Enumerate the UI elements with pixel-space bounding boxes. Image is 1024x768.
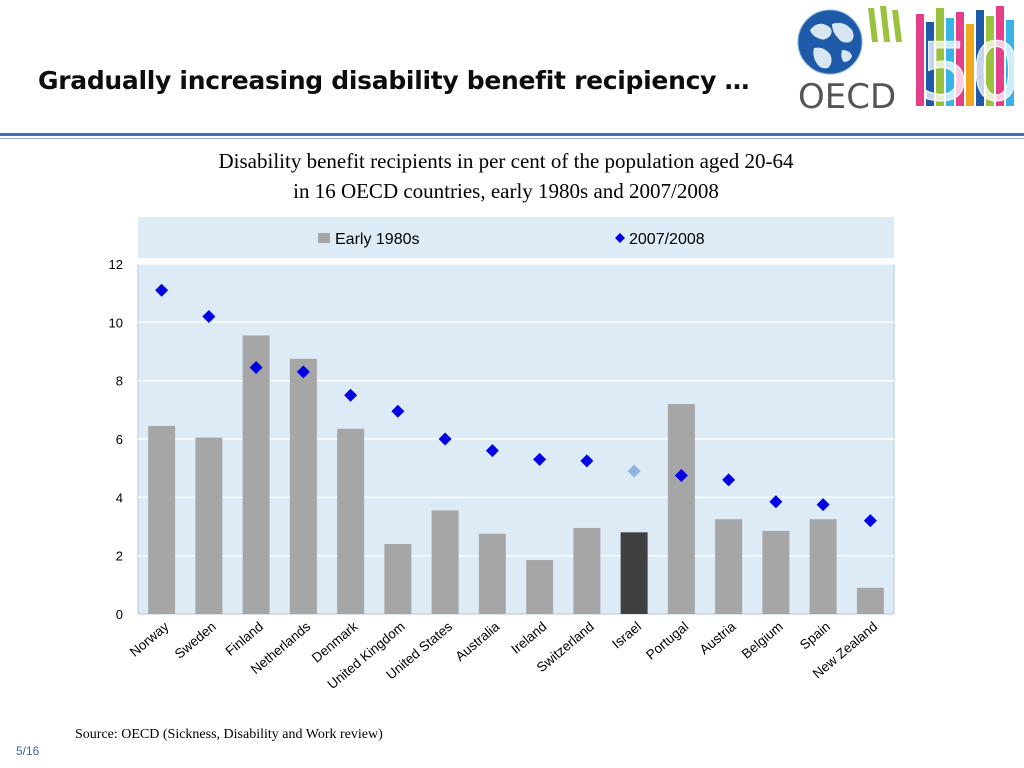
logo-fifty-text: 50 <box>920 26 1022 114</box>
y-tick-label-8: 8 <box>116 374 123 389</box>
slide-title: Gradually increasing disability benefit … <box>38 66 750 95</box>
bar-israel <box>620 532 648 614</box>
marker-belgium <box>769 495 783 509</box>
chart-title-line-1: Disability benefit recipients in per cen… <box>218 149 794 173</box>
bar-portugal <box>667 404 695 614</box>
marker-israel <box>627 464 641 478</box>
y-tick-label-12: 12 <box>109 257 123 272</box>
x-axis: Norway Sweden FinlandNetherlandsDenmarkUni… <box>127 618 880 692</box>
x-tick-label-austria: Austria <box>697 619 739 658</box>
disability-chart: Early 1980s 2007/2008 0 2 4 6 8 10 12 Norway Sw… <box>109 217 895 692</box>
globe-icon <box>797 9 863 75</box>
marker-switzerland <box>580 454 594 468</box>
legend-swatch-2007-2008 <box>615 233 625 243</box>
marker-denmark <box>344 388 358 402</box>
legend-label-early-1980s: Early 1980s <box>335 231 420 248</box>
chart-title: Disability benefit recipients in per cen… <box>0 146 1012 206</box>
bar-belgium <box>762 530 790 614</box>
bar-new-zealand <box>856 587 884 614</box>
marker-netherlands <box>296 365 310 379</box>
page-number: 5/16 <box>16 744 40 758</box>
bar-australia <box>478 533 506 614</box>
bar-finland <box>242 335 270 614</box>
bar-netherlands <box>289 358 317 614</box>
marker-finland <box>249 361 263 375</box>
header-rule <box>0 133 1024 136</box>
x-tick-label-sweden: Sweden <box>172 619 219 662</box>
x-tick-label-ireland: Ireland <box>508 619 549 657</box>
y-tick-label-10: 10 <box>109 315 123 330</box>
marker-australia <box>485 444 499 458</box>
legend-swatch-early-1980s <box>318 233 330 243</box>
marker-ireland <box>533 452 547 466</box>
x-tick-label-finland: Finland <box>222 619 266 659</box>
bars-early-1980s <box>148 335 884 614</box>
bar-norway <box>148 425 176 614</box>
x-tick-label-belgium: Belgium <box>739 619 786 662</box>
bar-spain <box>809 519 837 614</box>
logo-oecd-text: OECD <box>798 77 896 114</box>
chart-title-line-2: in 16 OECD countries, early 1980s and 20… <box>293 179 719 203</box>
x-tick-label-norway: Norway <box>127 619 172 660</box>
header-rule-thin <box>0 138 1024 139</box>
bar-ireland <box>526 560 554 614</box>
y-tick-label-2: 2 <box>116 549 123 564</box>
legend-label-2007-2008: 2007/2008 <box>629 231 705 248</box>
x-tick-label-portugal: Portugal <box>643 619 691 663</box>
marker-austria <box>722 473 736 487</box>
x-tick-label-australia: Australia <box>452 618 502 664</box>
x-tick-label-spain: Spain <box>797 619 833 653</box>
legend: Early 1980s 2007/2008 <box>318 231 705 248</box>
legend-panel <box>138 217 894 258</box>
y-tick-label-0: 0 <box>116 607 123 622</box>
markers-2007-2008 <box>155 283 877 528</box>
y-tick-label-6: 6 <box>116 432 123 447</box>
y-tick-label-4: 4 <box>116 490 123 505</box>
fifty-bars <box>916 6 1014 106</box>
bar-denmark <box>337 428 365 614</box>
oecd-50-logo: OECD 50 <box>797 6 1022 114</box>
marker-portugal <box>674 468 688 482</box>
marker-united-kingdom <box>391 404 405 418</box>
marker-united-states <box>438 432 452 446</box>
source-note: Source: OECD (Sickness, Disability and W… <box>75 727 383 742</box>
bar-united-kingdom <box>384 544 412 614</box>
x-tick-label-israel: Israel <box>609 619 644 652</box>
bar-sweden <box>195 437 223 614</box>
marker-spain <box>816 498 830 512</box>
marker-sweden <box>202 310 216 323</box>
marker-new-zealand <box>863 514 877 528</box>
y-axis: 0 2 4 6 8 10 12 <box>109 257 123 622</box>
bar-switzerland <box>573 527 601 614</box>
bar-united-states <box>431 510 459 614</box>
marker-norway <box>155 283 169 297</box>
bar-austria <box>715 519 743 614</box>
chevrons-icon <box>868 6 902 42</box>
